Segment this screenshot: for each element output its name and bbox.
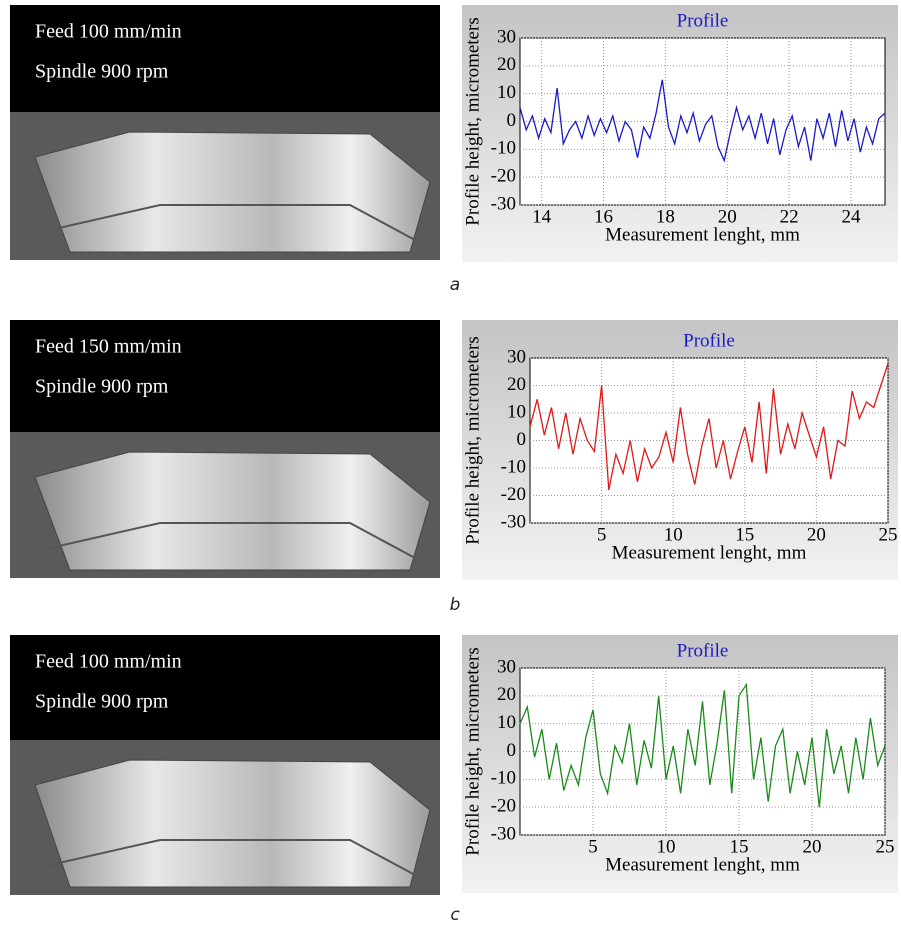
x-tick-label: 14 (532, 206, 552, 227)
spindle-caption: Spindle 900 rpm (35, 376, 169, 398)
y-axis-label: Profile height, micrometers (462, 17, 483, 225)
x-tick-label: 5 (597, 524, 607, 545)
y-tick-label: -20 (491, 796, 516, 817)
x-tick-label: 20 (807, 524, 826, 545)
spindle-caption: Spindle 900 rpm (35, 61, 169, 83)
x-tick-label: 22 (780, 206, 799, 227)
y-tick-label: -10 (491, 138, 516, 159)
y-tick-label: -10 (491, 768, 516, 789)
photo-dark-top (10, 320, 440, 432)
workpiece-edge (49, 204, 416, 241)
plot-area (529, 357, 889, 524)
y-tick-label: 30 (497, 656, 516, 677)
photo-dark-top (10, 5, 440, 112)
x-tick-label: 10 (664, 524, 683, 545)
y-tick-label: 20 (507, 374, 526, 395)
x-tick-label: 25 (876, 836, 895, 857)
y-tick-label: 30 (507, 346, 526, 367)
x-tick-label: 15 (735, 524, 754, 545)
feed-caption: Feed 100 mm/min (35, 21, 182, 43)
y-tick-label: 30 (497, 26, 516, 47)
chart-title: Profile (677, 10, 729, 31)
y-tick-label: 10 (497, 82, 516, 103)
workpiece (34, 759, 431, 888)
y-tick-label: 20 (497, 684, 516, 705)
y-tick-label: 20 (497, 54, 516, 75)
y-tick-label: -20 (491, 166, 516, 187)
feed-caption: Feed 100 mm/min (35, 651, 182, 673)
y-tick-label: 10 (507, 401, 526, 422)
y-tick-label: -20 (501, 484, 526, 505)
x-tick-label: 20 (718, 206, 737, 227)
x-axis-label: Measurement lenght, mm (612, 542, 807, 563)
workpiece (34, 131, 431, 253)
feed-caption: Feed 150 mm/min (35, 336, 182, 358)
profile-line (529, 363, 889, 491)
y-tick-label: -30 (501, 511, 526, 532)
x-tick-label: 15 (730, 836, 749, 857)
y-tick-label: -30 (491, 193, 516, 214)
chart-title: Profile (683, 330, 735, 351)
workpiece-edge (49, 839, 416, 876)
x-tick-label: 16 (594, 206, 613, 227)
workpiece (34, 451, 431, 571)
y-tick-label: 10 (497, 712, 516, 733)
profile-line (519, 682, 886, 808)
panel-label: b (450, 595, 461, 615)
x-tick-label: 20 (803, 836, 822, 857)
x-tick-label: 25 (879, 524, 898, 545)
x-axis-label: Measurement lenght, mm (605, 224, 800, 245)
chart-title: Profile (677, 640, 729, 661)
panel-label: a (450, 275, 460, 295)
y-tick-label: 0 (507, 110, 517, 131)
y-tick-label: 0 (507, 740, 517, 761)
spindle-caption: Spindle 900 rpm (35, 691, 169, 713)
y-tick-label: -10 (501, 456, 526, 477)
y-tick-label: 0 (517, 429, 527, 450)
x-tick-label: 24 (841, 206, 861, 227)
x-tick-label: 18 (656, 206, 675, 227)
photo-dark-top (10, 635, 440, 740)
x-tick-label: 10 (657, 836, 676, 857)
panel-label: c (450, 905, 460, 925)
x-axis-label: Measurement lenght, mm (605, 854, 800, 875)
profile-line (519, 79, 886, 163)
y-tick-label: -30 (491, 823, 516, 844)
x-tick-label: 5 (588, 836, 598, 857)
workpiece-edge (49, 522, 416, 559)
y-axis-label: Profile height, micrometers (462, 336, 483, 544)
y-axis-label: Profile height, micrometers (462, 647, 483, 855)
